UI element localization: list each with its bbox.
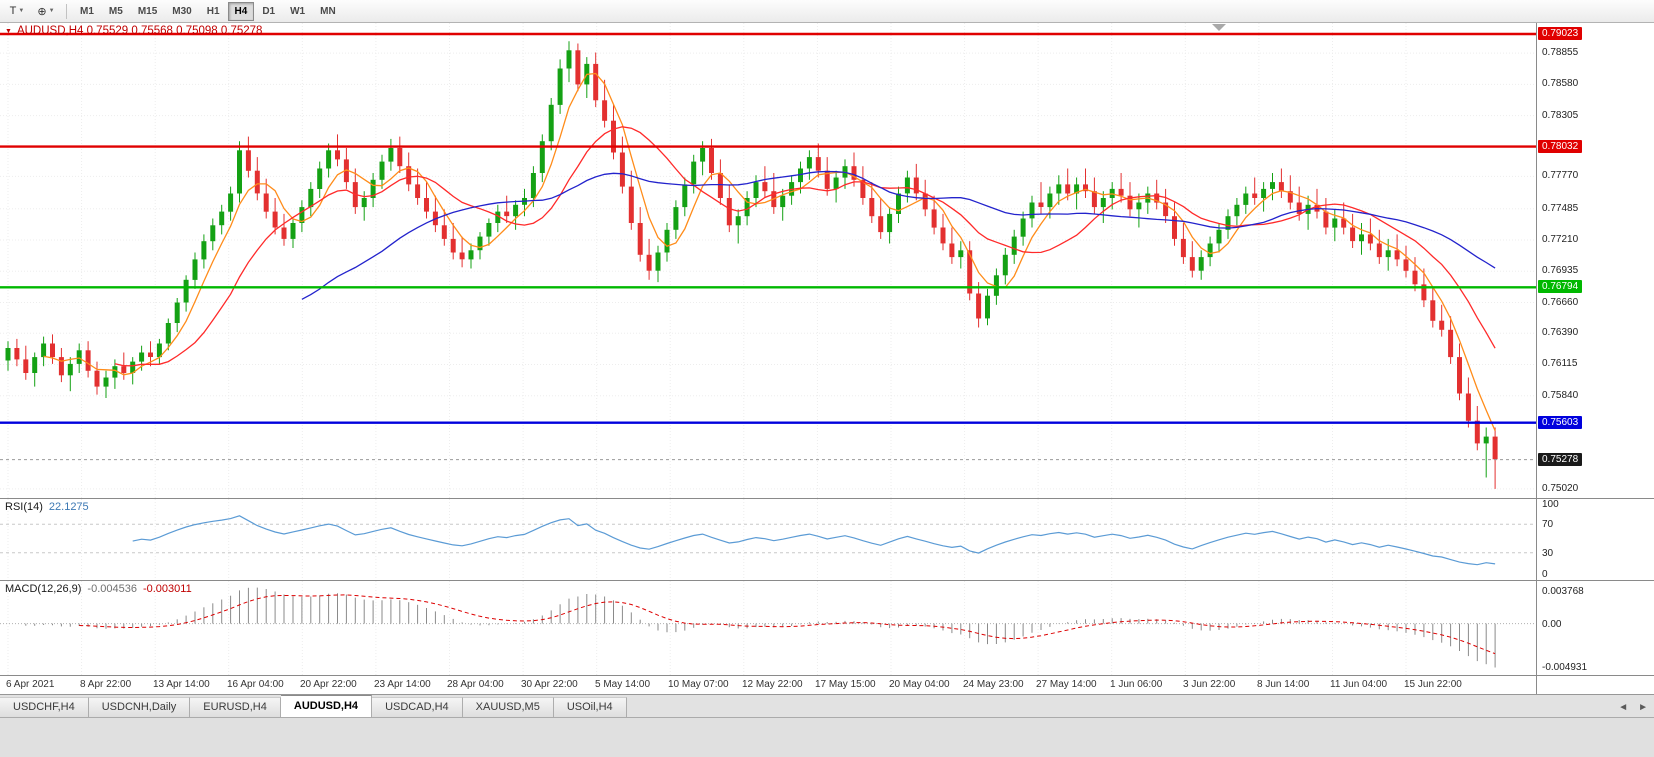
- time-axis-label: 10 May 07:00: [668, 679, 729, 690]
- time-axis-label: 20 Apr 22:00: [300, 679, 357, 690]
- time-axis-label: 8 Jun 14:00: [1257, 679, 1310, 690]
- time-axis-label: 24 May 23:00: [963, 679, 1024, 690]
- time-axis-label: 15 Jun 22:00: [1404, 679, 1462, 690]
- time-axis-label: 1 Jun 06:00: [1110, 679, 1163, 690]
- macd-axis-label: 0.00: [1542, 619, 1562, 630]
- rsi-label: RSI(14) 22.1275: [5, 501, 89, 513]
- panel-separator[interactable]: [0, 498, 1654, 499]
- price-axis-label: 0.75020: [1542, 483, 1579, 494]
- rsi-chart: [0, 499, 1536, 580]
- rsi-axis-label: 30: [1542, 548, 1554, 559]
- time-axis-label: 6 Apr 2021: [6, 679, 55, 690]
- current-price-badge: 0.75278: [1538, 453, 1583, 466]
- axis-corner: [1536, 676, 1654, 694]
- rsi-axis[interactable]: 100 70 30 0: [1536, 499, 1654, 580]
- timeframe-button-m30[interactable]: M30: [172, 5, 192, 17]
- macd-signal-value: -0.003011: [142, 583, 192, 595]
- price-axis-label: 0.76935: [1542, 265, 1579, 276]
- time-axis-label: 12 May 22:00: [742, 679, 803, 690]
- toolbar-separator: [66, 3, 67, 19]
- text-tool-icon: T: [9, 5, 17, 17]
- chart-tab-audusd[interactable]: AUDUSD,H4: [280, 695, 373, 717]
- macd-hist-value: -0.004536: [87, 583, 137, 595]
- rsi-axis-label: 100: [1542, 499, 1559, 510]
- level-price-badge: 0.76794: [1538, 280, 1583, 293]
- price-axis-label: 0.77770: [1542, 170, 1579, 181]
- chart-tab-xauusd[interactable]: XAUUSD,M5: [462, 697, 554, 717]
- tab-scroll-controls: ◄ ►: [1618, 702, 1648, 713]
- macd-label: MACD(12,26,9) -0.004536 -0.003011: [5, 583, 192, 595]
- timeframe-button-d1[interactable]: D1: [262, 5, 276, 17]
- main-chart-plot[interactable]: ▼ AUDUSD,H4 0.75529 0.75568 0.75098 0.75…: [0, 23, 1536, 498]
- price-axis-label: 0.77485: [1542, 203, 1579, 214]
- chart-tab-usdcnh[interactable]: USDCNH,Daily: [88, 697, 191, 717]
- panel-separator[interactable]: [0, 580, 1654, 581]
- time-axis-label: 5 May 14:00: [595, 679, 651, 690]
- time-axis-label: 13 Apr 14:00: [153, 679, 210, 690]
- timeframe-button-h1[interactable]: H1: [206, 5, 220, 17]
- time-axis[interactable]: 6 Apr 2021 8 Apr 22:00 13 Apr 14:00 16 Apr …: [0, 676, 1536, 694]
- time-axis-label: 16 Apr 04:00: [227, 679, 284, 690]
- time-axis-label: 8 Apr 22:00: [80, 679, 132, 690]
- chart-tab-usdcad[interactable]: USDCAD,H4: [372, 697, 463, 717]
- level-price-badge: 0.78032: [1538, 140, 1583, 153]
- time-axis-label: 30 Apr 22:00: [521, 679, 578, 690]
- time-axis-label: 11 Jun 04:00: [1330, 679, 1388, 690]
- time-axis-label: 20 May 04:00: [889, 679, 950, 690]
- chart-tab-eurusd[interactable]: EURUSD,H4: [190, 697, 281, 717]
- chart-tab-usdchf[interactable]: USDCHF,H4: [0, 697, 89, 717]
- candlestick-chart: [0, 23, 1536, 498]
- time-axis-label: 27 May 14:00: [1036, 679, 1097, 690]
- price-axis-label: 0.77210: [1542, 234, 1579, 245]
- price-axis-label: 0.76115: [1542, 358, 1578, 369]
- symbol-marker-icon: ▼: [5, 27, 12, 35]
- price-axis-label: 0.76660: [1542, 297, 1579, 308]
- rsi-axis-label: 0: [1542, 569, 1548, 580]
- price-axis-label: 0.78855: [1542, 47, 1579, 58]
- panel-separator[interactable]: [0, 675, 1654, 676]
- chevron-down-icon: ▼: [18, 8, 25, 14]
- macd-name: MACD(12,26,9): [5, 583, 82, 595]
- timeframe-button-m1[interactable]: M1: [80, 5, 94, 17]
- timeframe-button-mn[interactable]: MN: [320, 5, 336, 17]
- rsi-panel[interactable]: RSI(14) 22.1275: [0, 499, 1536, 580]
- time-axis-label: 17 May 15:00: [815, 679, 876, 690]
- price-axis[interactable]: 0.78855 0.78580 0.78305 0.77770 0.77485 0.772…: [1536, 23, 1654, 498]
- macd-chart: [0, 581, 1536, 675]
- chevron-down-icon: ▼: [48, 8, 55, 14]
- level-price-badge: 0.79023: [1538, 27, 1583, 40]
- crosshair-tool-button[interactable]: ⊕ ▼: [32, 1, 60, 21]
- rsi-value: 22.1275: [48, 501, 89, 513]
- timeframe-button-m15[interactable]: M15: [137, 5, 158, 17]
- scroll-tabs-right-icon[interactable]: ►: [1638, 702, 1648, 713]
- chart-title: ▼ AUDUSD,H4 0.75529 0.75568 0.75098 0.75…: [5, 25, 262, 37]
- chart-title-text: AUDUSD,H4 0.75529 0.75568 0.75098 0.7527…: [16, 25, 263, 37]
- price-axis-label: 0.76390: [1542, 327, 1579, 338]
- text-tool-button[interactable]: T ▼: [3, 1, 31, 21]
- rsi-axis-label: 70: [1542, 519, 1554, 530]
- price-axis-label: 0.75840: [1542, 390, 1579, 401]
- timeframe-button-h4[interactable]: H4: [227, 1, 255, 21]
- chart-tab-bar: USDCHF,H4 USDCNH,Daily EURUSD,H4 AUDUSD,H4 U…: [0, 694, 1654, 717]
- macd-axis-label: -0.004931: [1542, 662, 1588, 673]
- macd-panel[interactable]: MACD(12,26,9) -0.004536 -0.003011: [0, 581, 1536, 675]
- level-price-badge: 0.75603: [1538, 416, 1583, 429]
- status-bar-area: [0, 717, 1654, 757]
- time-axis-label: 3 Jun 22:00: [1183, 679, 1236, 690]
- macd-axis-label: 0.003768: [1542, 586, 1584, 597]
- price-axis-label: 0.78580: [1542, 78, 1579, 89]
- macd-axis[interactable]: 0.003768 0.00 -0.004931: [1536, 581, 1654, 675]
- timeframe-button-w1[interactable]: W1: [290, 5, 306, 17]
- time-axis-label: 23 Apr 14:00: [374, 679, 431, 690]
- timeframe-button-m5[interactable]: M5: [108, 5, 123, 17]
- scroll-tabs-left-icon[interactable]: ◄: [1618, 702, 1629, 713]
- rsi-name: RSI(14): [5, 501, 43, 513]
- price-axis-label: 0.78305: [1542, 110, 1579, 121]
- time-axis-label: 28 Apr 04:00: [447, 679, 504, 690]
- chart-tab-usoil[interactable]: USOil,H4: [553, 697, 627, 717]
- toolbar: T ▼ ⊕ ▼ M1 M5 M15 M30 H1 H4 D1 W1 MN: [0, 0, 1654, 23]
- crosshair-tool-icon: ⊕: [37, 5, 47, 18]
